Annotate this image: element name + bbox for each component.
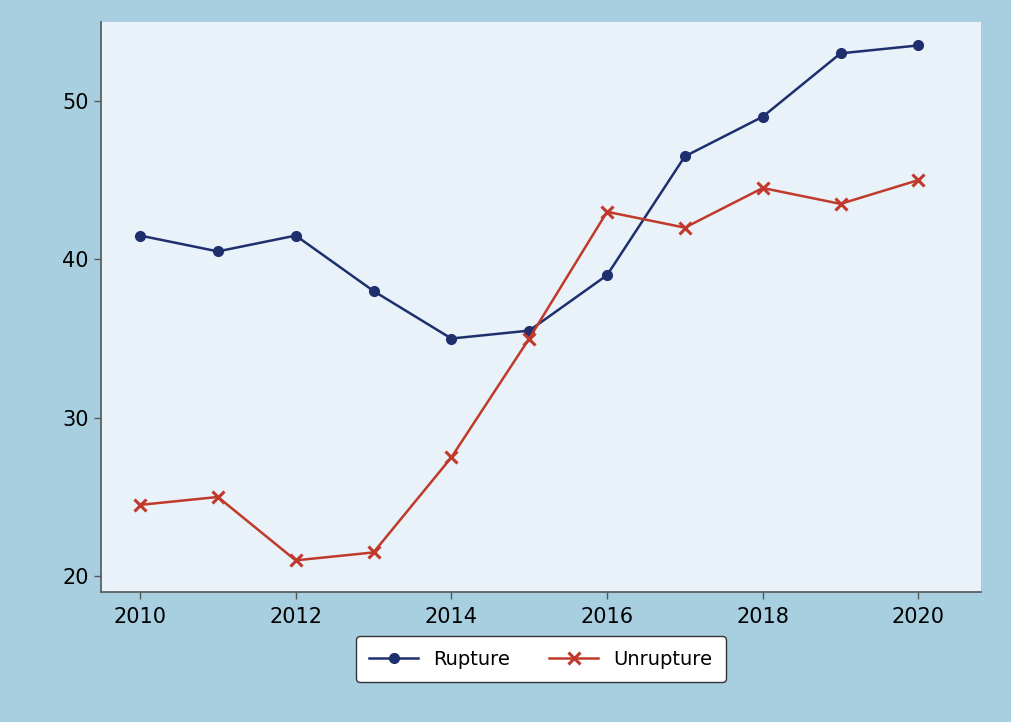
Legend: Rupture, Unrupture: Rupture, Unrupture	[356, 636, 726, 682]
Unrupture	[601, 207, 613, 216]
Unrupture	[756, 183, 768, 192]
Rupture	[912, 41, 924, 50]
Rupture	[834, 49, 846, 58]
Rupture	[678, 152, 691, 161]
Unrupture	[211, 492, 223, 501]
Unrupture	[523, 334, 535, 343]
Rupture	[601, 271, 613, 279]
Unrupture	[445, 453, 457, 461]
Unrupture	[367, 548, 379, 557]
Unrupture	[133, 500, 146, 509]
Rupture	[367, 287, 379, 295]
Rupture	[211, 247, 223, 256]
Rupture	[445, 334, 457, 343]
Unrupture	[678, 223, 691, 232]
Unrupture	[912, 175, 924, 184]
Rupture	[756, 113, 768, 121]
Unrupture	[834, 199, 846, 208]
Rupture	[523, 326, 535, 335]
Rupture	[133, 231, 146, 240]
Line: Unrupture: Unrupture	[134, 175, 924, 566]
Rupture	[289, 231, 301, 240]
Line: Rupture: Rupture	[135, 40, 923, 344]
Unrupture	[289, 556, 301, 565]
